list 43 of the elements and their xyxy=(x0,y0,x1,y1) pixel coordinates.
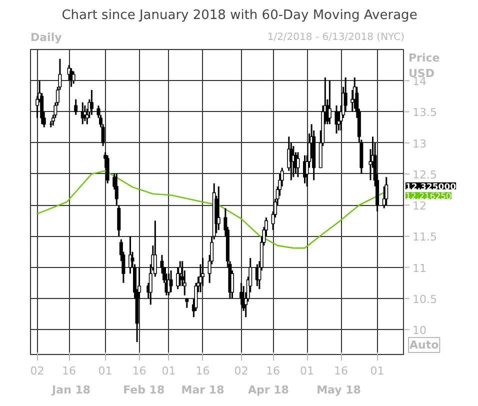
candlestick xyxy=(296,151,300,178)
x-tick-label: 02 xyxy=(234,364,248,378)
x-tick-label: 16 xyxy=(334,364,348,378)
y-tick-label: 13 xyxy=(412,137,426,150)
candlestick xyxy=(328,80,332,125)
x2-tick-label: May 18 xyxy=(316,384,361,396)
x-tick-label: 02 xyxy=(30,364,44,378)
x2-tick-label: Apr 18 xyxy=(248,384,289,396)
candlestick xyxy=(384,176,388,206)
candlestick xyxy=(74,98,78,116)
x2-tick-label: Feb 18 xyxy=(123,384,165,396)
annotation: 12.325000 xyxy=(406,182,456,192)
x2-tick-label: Mar 18 xyxy=(181,384,224,396)
x-tick-label: 16 xyxy=(62,364,76,378)
x-tick-label: 16 xyxy=(266,364,280,378)
text: Auto xyxy=(410,338,440,352)
text: Daily xyxy=(30,31,62,44)
x2-tick-label: Jan 18 xyxy=(51,384,91,396)
candlestick xyxy=(169,270,173,294)
x-tick-label: 01 xyxy=(98,364,112,378)
candlestick xyxy=(185,298,189,309)
candlestick xyxy=(117,204,121,237)
candlestick xyxy=(83,104,87,122)
x-tick-label: 16 xyxy=(132,364,146,378)
chart-subtitle: 1/2/2018 - 6/13/2018 (NYC) xyxy=(267,32,405,43)
candlestick xyxy=(216,186,220,231)
chart-title: Chart since January 2018 with 60-Day Moving Average xyxy=(62,8,418,23)
y-tick-label: 11 xyxy=(412,262,426,275)
x-tick-label: 16 xyxy=(196,364,210,378)
x-tick-label: 01 xyxy=(370,364,384,378)
candlestick xyxy=(114,173,118,206)
candlestick xyxy=(106,154,110,184)
y-tick-label: 10.5 xyxy=(412,292,437,306)
y-tick-label: 12.5 xyxy=(412,168,437,182)
y-tick-label: 13.5 xyxy=(412,106,437,120)
y-tick-label: 12 xyxy=(412,200,426,213)
x-tick-label: 01 xyxy=(162,364,176,378)
candlestick xyxy=(72,70,76,84)
x-tick-label: 01 xyxy=(300,364,314,378)
y-tick-label: 11.5 xyxy=(412,230,437,244)
y-tick-label: 10 xyxy=(412,324,426,338)
candlestick xyxy=(90,89,94,116)
candlestick xyxy=(178,260,182,287)
